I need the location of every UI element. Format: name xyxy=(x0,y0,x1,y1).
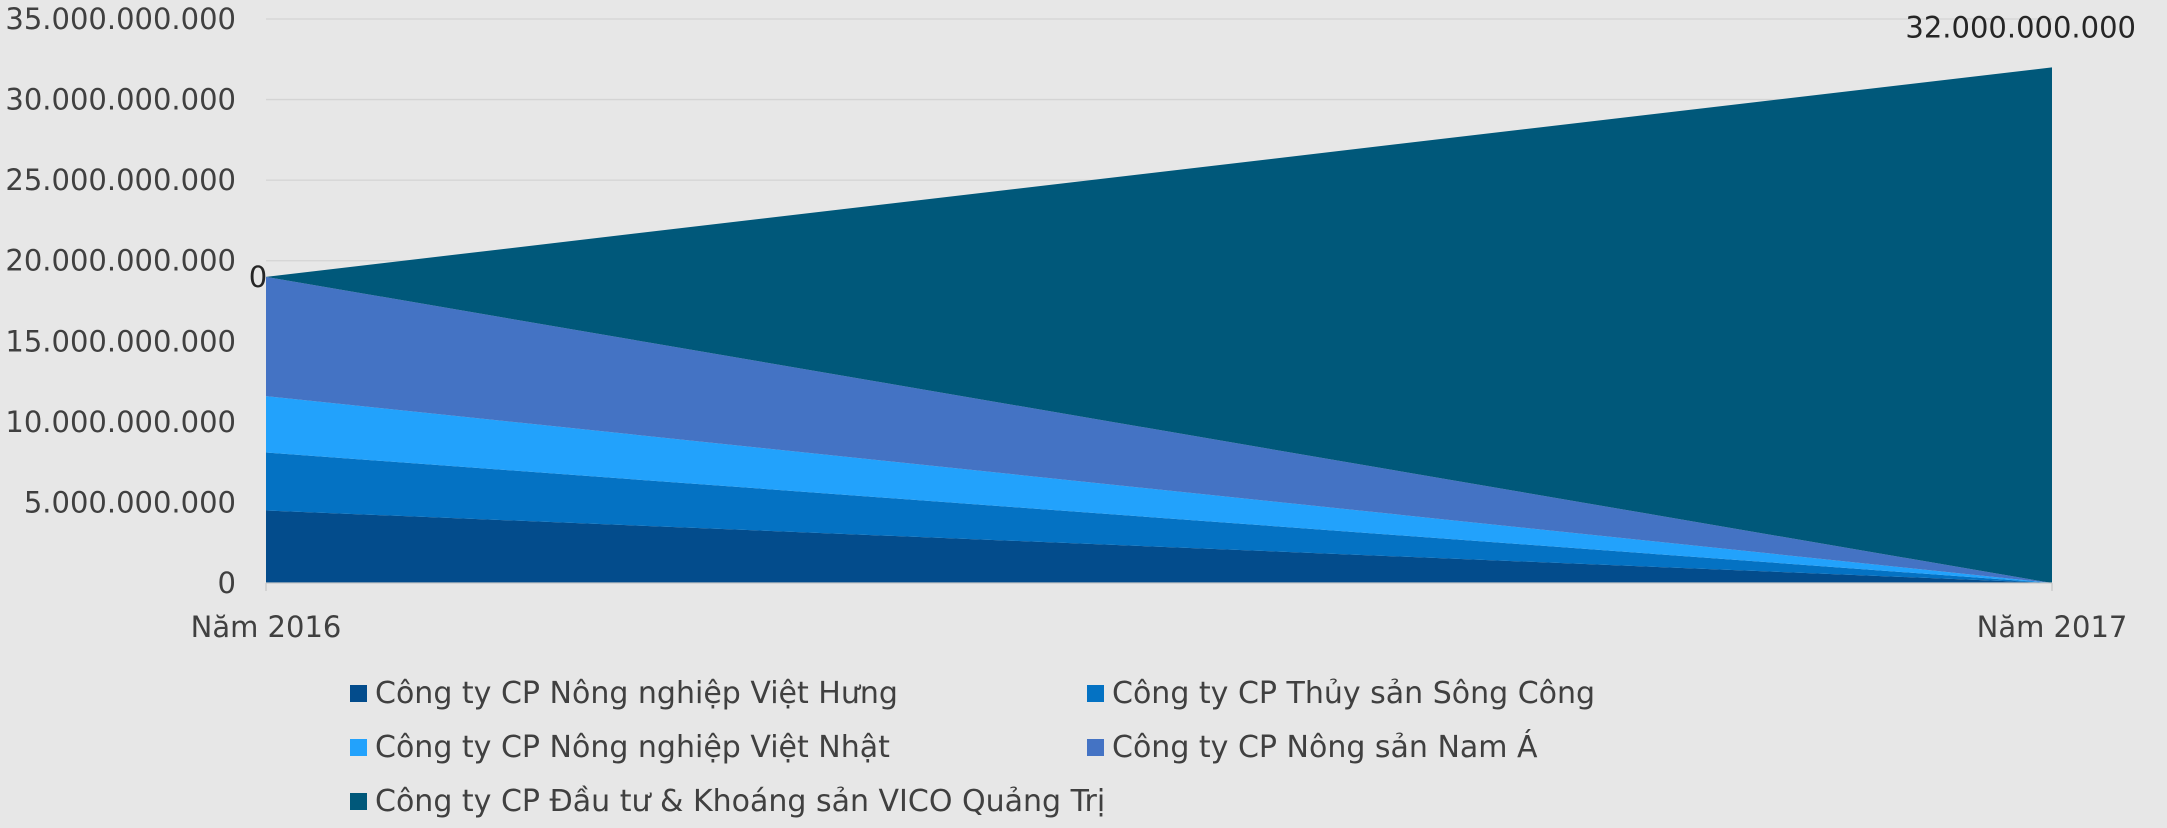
area-chart-plot: 0 5.000.000.000 10.000.000.000 15.000.000.0… xyxy=(5,2,2136,644)
y-tick-label: 5.000.000.000 xyxy=(24,485,236,519)
legend-item-nam-a[interactable]: Công ty CP Nông sản Nam Á xyxy=(1087,720,1824,774)
chart-legend: Công ty CP Nông nghiệp Việt Hưng Công ty… xyxy=(350,666,1850,828)
y-tick-label: 10.000.000.000 xyxy=(5,405,236,439)
legend-label: Công ty CP Đầu tư & Khoáng sản VICO Quản… xyxy=(375,783,1106,819)
y-tick-label: 0 xyxy=(218,566,236,600)
y-tick-label: 35.000.000.000 xyxy=(5,2,236,36)
legend-item-song-cong[interactable]: Công ty CP Thủy sản Sông Công xyxy=(1087,666,1824,720)
legend-swatch xyxy=(350,792,367,810)
y-tick-label: 30.000.000.000 xyxy=(5,83,236,117)
data-label: 32.000.000.000 xyxy=(1905,10,2136,44)
x-tick-label: Năm 2017 xyxy=(1977,610,2128,644)
legend-swatch xyxy=(350,684,367,702)
legend-label: Công ty CP Nông sản Nam Á xyxy=(1112,729,1538,765)
y-tick-label: 15.000.000.000 xyxy=(5,324,236,358)
legend-item-vico-quang-tri[interactable]: Công ty CP Đầu tư & Khoáng sản VICO Quản… xyxy=(350,774,1105,828)
y-tick-label: 25.000.000.000 xyxy=(5,163,236,197)
y-tick-label: 20.000.000.000 xyxy=(5,244,236,278)
data-label: 0 xyxy=(249,260,267,294)
legend-label: Công ty CP Thủy sản Sông Công xyxy=(1112,675,1596,711)
legend-label: Công ty CP Nông nghiệp Việt Nhật xyxy=(375,729,890,765)
legend-label: Công ty CP Nông nghiệp Việt Hưng xyxy=(375,675,898,711)
legend-swatch xyxy=(350,738,367,756)
legend-item-viet-nhat[interactable]: Công ty CP Nông nghiệp Việt Nhật xyxy=(350,720,1087,774)
legend-item-viet-hung[interactable]: Công ty CP Nông nghiệp Việt Hưng xyxy=(350,666,1087,720)
x-tick-label: Năm 2016 xyxy=(191,610,342,644)
legend-swatch xyxy=(1087,738,1104,756)
legend-swatch xyxy=(1087,684,1104,702)
area-series-5 xyxy=(266,67,2052,584)
